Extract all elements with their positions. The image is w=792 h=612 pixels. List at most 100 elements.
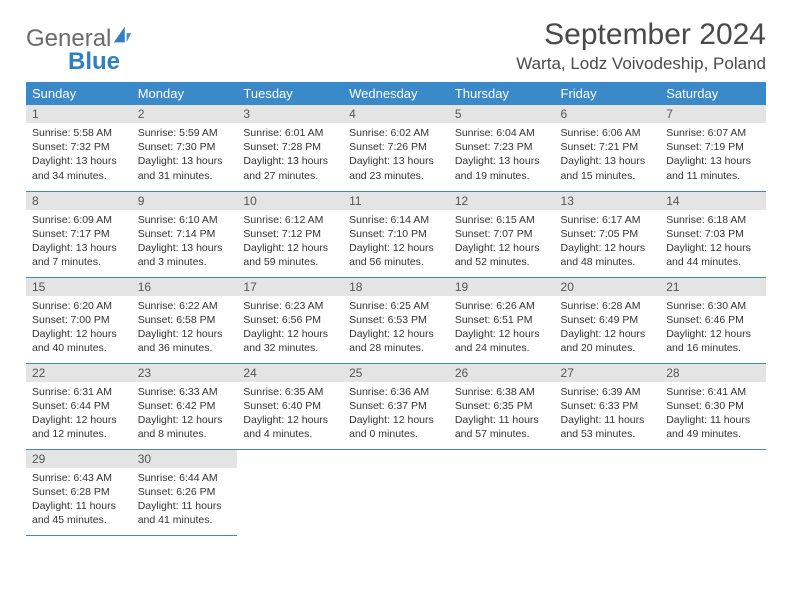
- sunset-line: Sunset: 7:26 PM: [349, 141, 427, 153]
- title-block: September 2024 Warta, Lodz Voivodeship, …: [516, 18, 766, 74]
- weekday-header: Monday: [132, 82, 238, 105]
- day-number: 8: [26, 192, 132, 210]
- daylight-line: Daylight: 12 hours and 48 minutes.: [561, 242, 646, 268]
- sunset-line: Sunset: 7:14 PM: [138, 228, 216, 240]
- sunset-line: Sunset: 6:37 PM: [349, 400, 427, 412]
- sunset-line: Sunset: 6:40 PM: [243, 400, 321, 412]
- sunrise-line: Sunrise: 6:39 AM: [561, 386, 641, 398]
- calendar-cell: 27 Sunrise: 6:39 AM Sunset: 6:33 PM Dayligh…: [555, 363, 661, 449]
- calendar-row: 29Sunrise: 6:43 AMSunset: 6:28 PMDayligh…: [26, 449, 766, 535]
- sunrise-line: Sunrise: 5:58 AM: [32, 127, 112, 139]
- day-body: Sunrise: 6:02 AMSunset: 7:26 PMDaylight:…: [343, 123, 449, 188]
- day-body: Sunrise: 6:22 AM Sunset: 6:58 PM Daylight:…: [132, 296, 238, 361]
- calendar-cell: 23Sunrise: 6:33 AMSunset: 6:42 PMDayligh…: [132, 363, 238, 449]
- calendar-cell: 21Sunrise: 6:30 AMSunset: 6:46 PMDayligh…: [660, 277, 766, 363]
- daylight-line: Daylight: 12 hours and 24 minutes.: [455, 328, 540, 354]
- day-body: Sunrise: 6:04 AMSunset: 7:23 PMDaylight:…: [449, 123, 555, 188]
- calendar-cell: 5Sunrise: 6:04 AMSunset: 7:23 PMDaylight…: [449, 105, 555, 191]
- sunset-line: Sunset: 6:58 PM: [138, 314, 216, 326]
- day-body: Sunrise: 6:41 AMSunset: 6:30 PMDaylight:…: [660, 382, 766, 447]
- day-number: 24: [237, 364, 343, 382]
- daylight-line: Daylight: 11 hours and 45 minutes.: [32, 500, 116, 526]
- calendar-table: Sunday Monday Tuesday Wednesday Thursday…: [26, 82, 766, 536]
- day-body: Sunrise: 6:43 AMSunset: 6:28 PMDaylight:…: [26, 468, 132, 533]
- day-body: Sunrise: 6:35 AMSunset: 6:40 PMDaylight:…: [237, 382, 343, 447]
- sunset-line: Sunset: 6:26 PM: [138, 486, 216, 498]
- sunrise-line: Sunrise: 6:06 AM: [561, 127, 641, 139]
- calendar-cell: 16Sunrise: 6:22 AMSunset: 6:58 PMDayligh…: [132, 277, 238, 363]
- sunrise-line: Sunrise: 6:25 AM: [349, 300, 429, 312]
- calendar-cell: 17Sunrise: 6:23 AMSunset: 6:56 PMDayligh…: [237, 277, 343, 363]
- day-body: Sunrise: 6:01 AM Sunset: 7:28 PM Daylight:…: [237, 123, 343, 188]
- daylight-line: Daylight: 11 hours and 57 minutes.: [455, 414, 539, 440]
- day-body: Sunrise: 6:30 AMSunset: 6:46 PMDaylight:…: [660, 296, 766, 361]
- sunrise-line: Sunrise: 6:28 AM: [561, 300, 641, 312]
- daylight-line: Daylight: 11 hours and 53 minutes.: [561, 414, 645, 440]
- brand-logo: General Blue: [26, 24, 133, 74]
- sunrise-line: Sunrise: 6:35 AM: [243, 386, 323, 398]
- sunset-line: Sunset: 6:30 PM: [666, 400, 744, 412]
- day-body: Sunrise: 6:31 AMSunset: 6:44 PMDaylight:…: [26, 382, 132, 447]
- sunrise-line: Sunrise: 6:01 AM: [243, 127, 323, 139]
- daylight-line: Daylight: 12 hours and 59 minutes.: [243, 242, 328, 268]
- daylight-line: Daylight: 12 hours and 32 minutes.: [243, 328, 328, 354]
- daylight-line: Daylight: 13 hours and 27 minutes.: [243, 155, 328, 181]
- sunrise-line: Sunrise: 6:17 AM: [561, 214, 641, 226]
- daylight-line: Daylight: 12 hours and 0 minutes.: [349, 414, 434, 440]
- daylight-line: Daylight: 12 hours and 44 minutes.: [666, 242, 751, 268]
- day-body: Sunrise: 6:18 AMSunset: 7:03 PMDaylight:…: [660, 210, 766, 275]
- calendar-cell: 8Sunrise: 6:09 AMSunset: 7:17 PMDaylight…: [26, 191, 132, 277]
- calendar-cell: 15Sunrise: 6:20 AMSunset: 7:00 PMDayligh…: [26, 277, 132, 363]
- header: General Blue September 2024 Warta, Lodz …: [26, 18, 766, 74]
- sunrise-line: Sunrise: 6:10 AM: [138, 214, 218, 226]
- day-number: 17: [237, 278, 343, 296]
- day-number: 27: [555, 364, 661, 382]
- sunset-line: Sunset: 7:32 PM: [32, 141, 110, 153]
- calendar-cell: [237, 449, 343, 535]
- daylight-line: Daylight: 11 hours and 49 minutes.: [666, 414, 750, 440]
- day-body: Sunrise: 6:07 AMSunset: 7:19 PMDaylight:…: [660, 123, 766, 188]
- sunrise-line: Sunrise: 6:30 AM: [666, 300, 746, 312]
- sunset-line: Sunset: 6:33 PM: [561, 400, 639, 412]
- day-number: 20: [555, 278, 661, 296]
- sunset-line: Sunset: 7:07 PM: [455, 228, 533, 240]
- daylight-line: Daylight: 13 hours and 11 minutes.: [666, 155, 751, 181]
- day-body: Sunrise: 6:26 AMSunset: 6:51 PMDaylight:…: [449, 296, 555, 361]
- day-number: 13: [555, 192, 661, 210]
- calendar-cell: 7Sunrise: 6:07 AMSunset: 7:19 PMDaylight…: [660, 105, 766, 191]
- weekday-header-row: Sunday Monday Tuesday Wednesday Thursday…: [26, 82, 766, 105]
- sunset-line: Sunset: 7:00 PM: [32, 314, 110, 326]
- sunrise-line: Sunrise: 6:07 AM: [666, 127, 746, 139]
- day-number: 1: [26, 105, 132, 123]
- calendar-cell: 11Sunrise: 6:14 AMSunset: 7:10 PMDayligh…: [343, 191, 449, 277]
- daylight-line: Daylight: 12 hours and 36 minutes.: [138, 328, 223, 354]
- calendar-cell: 13 Sunrise: 6:17 AM Sunset: 7:05 PM Dayligh…: [555, 191, 661, 277]
- daylight-line: Daylight: 13 hours and 19 minutes.: [455, 155, 540, 181]
- sunrise-line: Sunrise: 6:14 AM: [349, 214, 429, 226]
- calendar-cell: 24Sunrise: 6:35 AMSunset: 6:40 PMDayligh…: [237, 363, 343, 449]
- day-number: 19: [449, 278, 555, 296]
- day-number: 15: [26, 278, 132, 296]
- sunrise-line: Sunrise: 6:38 AM: [455, 386, 535, 398]
- day-body: Sunrise: 6:36 AM Sunset: 6:37 PM Daylight:…: [343, 382, 449, 447]
- daylight-line: Daylight: 12 hours and 12 minutes.: [32, 414, 117, 440]
- sunset-line: Sunset: 7:28 PM: [243, 141, 321, 153]
- calendar-cell: 9Sunrise: 6:10 AMSunset: 7:14 PMDaylight…: [132, 191, 238, 277]
- day-number: 5: [449, 105, 555, 123]
- day-body: Sunrise: 6:20 AMSunset: 7:00 PMDaylight:…: [26, 296, 132, 361]
- sunset-line: Sunset: 7:05 PM: [561, 228, 639, 240]
- daylight-line: Daylight: 13 hours and 34 minutes.: [32, 155, 117, 181]
- day-body: Sunrise: 6:23 AMSunset: 6:56 PMDaylight:…: [237, 296, 343, 361]
- sunset-line: Sunset: 7:21 PM: [561, 141, 639, 153]
- sunset-line: Sunset: 6:35 PM: [455, 400, 533, 412]
- calendar-cell: 14Sunrise: 6:18 AMSunset: 7:03 PMDayligh…: [660, 191, 766, 277]
- sunrise-line: Sunrise: 6:36 AM: [349, 386, 429, 398]
- sunrise-line: Sunrise: 6:33 AM: [138, 386, 218, 398]
- day-number: 23: [132, 364, 238, 382]
- sunset-line: Sunset: 6:46 PM: [666, 314, 744, 326]
- calendar-cell: [343, 449, 449, 535]
- sunrise-line: Sunrise: 6:31 AM: [32, 386, 112, 398]
- sunset-line: Sunset: 7:12 PM: [243, 228, 321, 240]
- sunrise-line: Sunrise: 6:22 AM: [138, 300, 218, 312]
- weekday-header: Wednesday: [343, 82, 449, 105]
